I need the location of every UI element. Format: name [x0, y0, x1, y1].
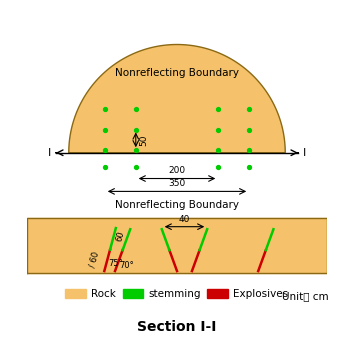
- Text: 70°: 70°: [119, 261, 134, 271]
- Text: Nonreflecting Boundary: Nonreflecting Boundary: [115, 68, 239, 78]
- Text: 40: 40: [179, 215, 190, 224]
- Text: / 60: / 60: [88, 250, 101, 268]
- Text: Unit： cm: Unit： cm: [282, 291, 329, 301]
- Text: 60: 60: [115, 231, 126, 243]
- Text: I: I: [47, 148, 51, 158]
- Polygon shape: [69, 44, 285, 153]
- Text: 350: 350: [169, 179, 185, 188]
- Text: 50: 50: [139, 134, 148, 146]
- Text: I: I: [303, 148, 307, 158]
- Legend: Rock, stemming, Explosives: Rock, stemming, Explosives: [61, 285, 293, 303]
- Text: Section I-I: Section I-I: [137, 320, 217, 333]
- Text: 200: 200: [169, 166, 185, 175]
- Text: Nonreflecting Boundary: Nonreflecting Boundary: [115, 200, 239, 210]
- Text: 75°: 75°: [109, 259, 123, 268]
- Polygon shape: [27, 218, 327, 273]
